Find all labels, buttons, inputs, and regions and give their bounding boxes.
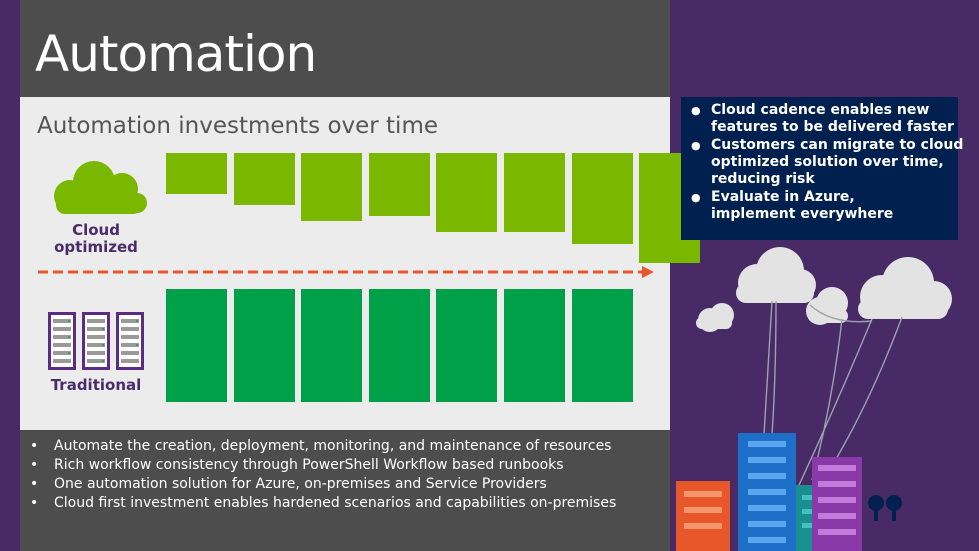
timeline-arrow <box>38 266 654 278</box>
info-line: optimized solution over time, <box>711 154 944 170</box>
info-line: Evaluate in Azure, <box>711 189 855 205</box>
server-rack-icon <box>48 312 144 370</box>
cloud-label-line2: optimized <box>54 238 138 256</box>
info-line: implement everywhere <box>711 206 894 222</box>
bullet-text: Automate the creation, deployment, monit… <box>54 438 612 454</box>
traditional-bar <box>301 289 363 402</box>
tree-icon <box>868 495 902 521</box>
cloud-icon <box>54 161 147 214</box>
cloud-bar <box>368 153 430 216</box>
city-clouds-illustration <box>676 247 952 551</box>
info-line: reducing risk <box>711 171 815 187</box>
building-purple <box>812 457 862 551</box>
info-line: Cloud cadence enables new <box>711 102 930 118</box>
cloud-bar <box>166 153 227 194</box>
cloud-bar <box>571 153 633 244</box>
bullet-item: • Cloud first investment enables hardened… <box>30 495 617 511</box>
bullet-dot-icon: ● <box>691 139 701 152</box>
info-box: ● Cloud cadence enables new features to b… <box>681 97 964 240</box>
bullet-item: • One automation solution for Azure, on-p… <box>30 476 547 492</box>
traditional-label: Traditional <box>50 376 142 394</box>
diagram-title: Automation investments over time <box>37 113 439 139</box>
building-orange <box>676 481 730 551</box>
cloud-icon <box>696 247 952 332</box>
bullet-text: Rich workflow consistency through PowerS… <box>54 457 564 473</box>
bullet-text: Cloud first investment enables hardened … <box>54 495 617 511</box>
traditional-bar <box>368 289 430 402</box>
cloud-bar <box>233 153 295 205</box>
building-blue <box>738 433 796 551</box>
traditional-bar <box>436 289 498 402</box>
cloud-bar <box>301 153 363 221</box>
cloud-bar <box>504 153 565 232</box>
slide-title: Automation <box>35 25 317 83</box>
info-line: features to be delivered faster <box>711 119 954 135</box>
traditional-bar <box>166 289 227 402</box>
bullet-dot-icon: ● <box>691 191 701 204</box>
info-line: Customers can migrate to cloud <box>711 137 964 153</box>
bullet-item: • Rich workflow consistency through Power… <box>30 457 564 473</box>
bullet-item: • Automate the creation, deployment, moni… <box>30 438 612 454</box>
cloud-optimized-label: Cloud optimized <box>44 222 148 256</box>
traditional-bar <box>504 289 565 402</box>
cloud-bar <box>436 153 498 232</box>
traditional-bar <box>571 289 633 402</box>
traditional-bar <box>233 289 295 402</box>
bullet-text: One automation solution for Azure, on-pr… <box>54 476 547 492</box>
cloud-label-line1: Cloud <box>72 221 120 239</box>
bullet-dot-icon: ● <box>691 104 701 117</box>
